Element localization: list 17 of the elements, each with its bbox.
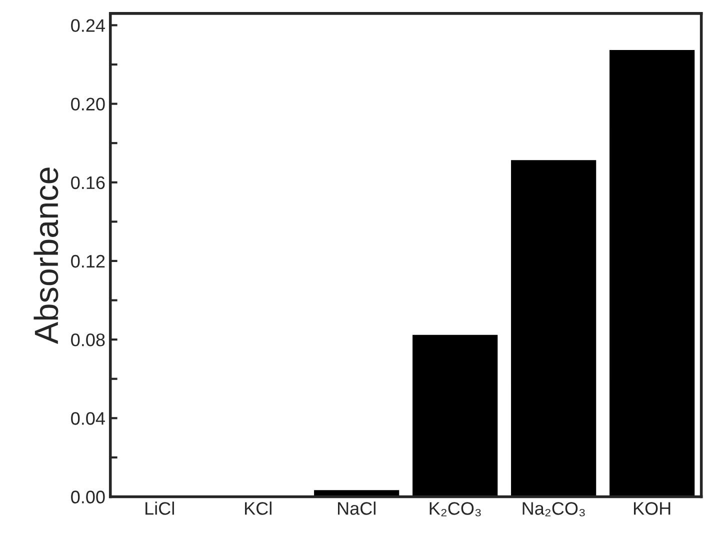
x-tick-label: LiCl xyxy=(146,502,174,515)
bar xyxy=(511,160,596,497)
y-tick-label: 0.00 xyxy=(71,490,105,504)
y-axis-title: Absorbance xyxy=(34,168,58,344)
bar xyxy=(610,50,695,497)
y-tick-label: 0.16 xyxy=(71,176,105,190)
x-tick-label: K₂CO₃ xyxy=(430,502,481,516)
x-tick-label: Na₂CO₃ xyxy=(522,502,585,516)
x-tick-label: NaCl xyxy=(338,502,376,515)
y-tick-label: 0.24 xyxy=(71,19,105,32)
x-tick-label: KOH xyxy=(634,502,670,515)
y-tick-label: 0.08 xyxy=(71,333,105,346)
y-tick-label: 0.04 xyxy=(71,412,105,425)
y-tick-label: 0.20 xyxy=(71,98,105,111)
y-tick-label: 0.12 xyxy=(71,254,105,268)
bar xyxy=(412,334,498,497)
x-tick-label: KCl xyxy=(245,502,272,515)
